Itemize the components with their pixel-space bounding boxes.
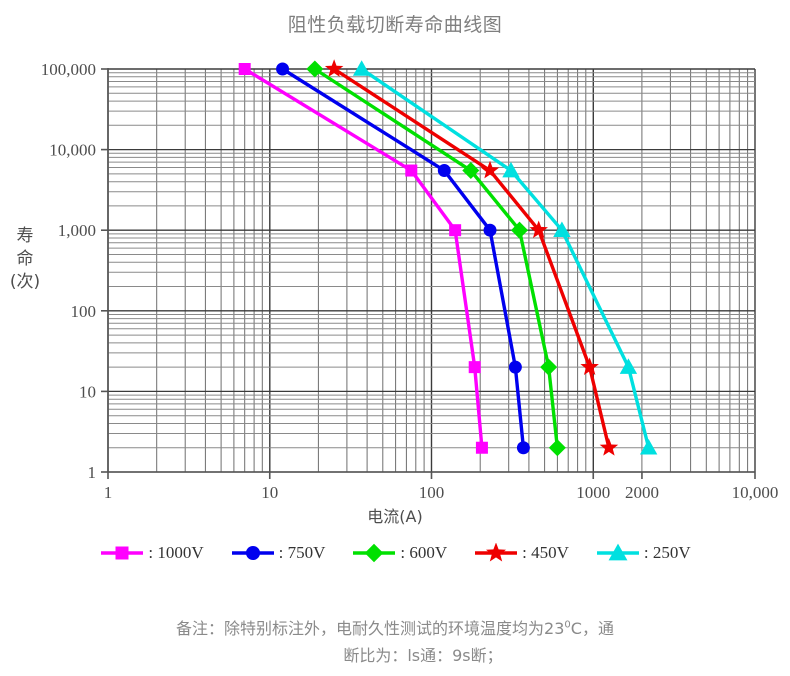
page-title: 阻性负载切断寿命曲线图 — [287, 14, 503, 36]
series-450V — [324, 59, 619, 456]
legend-item-600V[interactable]: : 600V — [351, 543, 447, 563]
legend-label-600V: : 600V — [400, 543, 448, 562]
data-point-1000V-2 — [449, 224, 462, 237]
data-point-750V-2 — [483, 223, 497, 237]
data-point-600V-4 — [548, 439, 566, 457]
data-point-750V-1 — [437, 164, 451, 178]
series-250V — [352, 60, 658, 455]
y-axis-label-char1: 寿 — [16, 226, 34, 246]
legend-swatch-triangle-icon — [596, 543, 639, 561]
data-point-250V-2 — [553, 221, 571, 237]
y-tick-label-5: 100,000 — [41, 60, 96, 79]
data-point-750V-0 — [276, 62, 290, 76]
x-tick-label-0: 1 — [104, 483, 113, 502]
data-point-750V-4 — [516, 441, 530, 455]
legend-label-250V: : 250V — [643, 543, 691, 562]
y-tick-label-2: 100 — [71, 302, 97, 321]
legend-item-450V[interactable]: : 450V — [473, 543, 569, 563]
legend-label-450V: : 450V — [522, 543, 569, 562]
y-axis-label-char3: (次) — [9, 272, 41, 292]
data-point-1000V-1 — [405, 164, 418, 177]
legend-item-750V[interactable]: : 750V — [230, 543, 326, 563]
data-point-1000V-4 — [475, 441, 488, 454]
footnote-line1: 备注：除特别标注外，电耐久性测试的环境温度均为230C，通 — [176, 619, 614, 638]
footnote-line1-tail: C，通 — [570, 619, 614, 639]
data-point-600V-2 — [510, 221, 529, 239]
x-tick-label-5: 10,000 — [732, 483, 779, 502]
y-axis-label-char2: 命 — [16, 249, 34, 269]
y-tick-label-0: 1 — [88, 463, 97, 482]
footnote: 备注：除特别标注外，电耐久性测试的环境温度均为230C，通 断比为：ls通：9s… — [0, 612, 790, 669]
data-point-250V-4 — [639, 439, 658, 455]
data-point-450V-2 — [529, 220, 548, 239]
legend-swatch-diamond-icon — [353, 543, 396, 563]
series-750V — [276, 62, 530, 455]
data-point-250V-3 — [619, 358, 638, 374]
x-tick-label-1: 10 — [261, 483, 278, 502]
x-axis-ticks: 1 10 100 1000 2000 10,000 — [104, 472, 779, 502]
x-tick-label-2: 100 — [419, 483, 445, 502]
data-point-600V-3 — [540, 358, 558, 376]
data-point-600V-0 — [306, 60, 324, 78]
footnote-line1-text: 备注：除特别标注外，电耐久性测试的环境温度均为23 — [176, 619, 565, 639]
series-1000V — [238, 63, 488, 454]
plot-area: 1 10 100 1,000 10,000 100,000 1 10 100 1000 2000 10… — [8, 59, 779, 526]
y-tick-label-4: 10,000 — [49, 141, 96, 160]
legend-item-1000V[interactable]: : 1000V — [99, 543, 204, 563]
x-axis-label: 电流(A) — [367, 507, 423, 526]
legend-swatch-square-icon — [101, 546, 144, 560]
degree-sign: 0 — [564, 620, 571, 631]
data-point-1000V-3 — [468, 361, 481, 374]
x-tick-label-4: 2000 — [625, 483, 659, 502]
chart-legend: : 1000V : 750V : 600V : 450V : 250V — [0, 543, 790, 563]
series-group — [238, 59, 658, 457]
data-point-250V-0 — [352, 60, 371, 76]
data-point-600V-1 — [462, 162, 480, 180]
life-curve-plot: 1 10 100 1,000 10,000 100,000 1 10 100 1000 2000 10… — [41, 59, 779, 502]
legend-swatch-star-icon — [475, 543, 518, 562]
legend-label-750V: : 750V — [278, 543, 326, 562]
y-axis-label: 寿 命 (次) — [8, 225, 42, 294]
data-point-1000V-0 — [238, 63, 251, 75]
data-point-450V-1 — [480, 160, 500, 179]
data-point-450V-4 — [599, 438, 619, 456]
x-tick-label-3: 1000 — [576, 483, 610, 502]
y-tick-label-1: 10 — [79, 382, 96, 401]
data-point-450V-0 — [324, 59, 344, 77]
y-axis-ticks: 1 10 100 1,000 10,000 100,000 — [41, 60, 108, 482]
series-600V — [306, 60, 566, 457]
legend-swatch-circle-icon — [231, 545, 274, 561]
data-point-250V-1 — [502, 161, 520, 178]
data-point-450V-3 — [580, 357, 599, 375]
data-point-750V-3 — [508, 360, 522, 374]
y-tick-label-3: 1,000 — [58, 221, 96, 240]
footnote-line2: 断比为：ls通：9s断； — [343, 646, 503, 666]
legend-label-1000V: : 1000V — [148, 543, 204, 562]
grid-lines — [107, 68, 756, 473]
legend-item-250V[interactable]: : 250V — [595, 543, 691, 563]
